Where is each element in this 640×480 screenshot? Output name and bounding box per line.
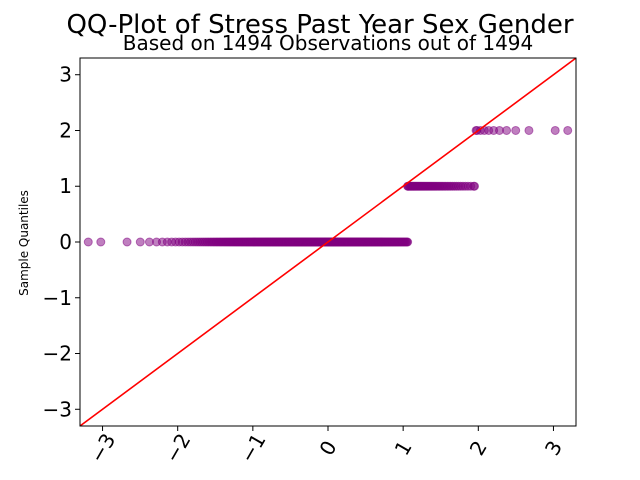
y-tick-label: 0 [59,230,72,254]
data-point [122,237,132,247]
data-point [563,125,573,135]
chart-subtitle: Based on 1494 Observations out of 1494 [123,31,534,55]
y-tick-label: 3 [59,63,72,87]
y-axis-label: Sample Quantiles [17,190,31,296]
y-tick-label: −3 [43,397,72,421]
x-tick-label: −1 [235,429,271,467]
data-point [403,237,413,247]
data-point [96,237,106,247]
x-tick-label: −2 [160,429,196,467]
data-point [511,125,521,135]
reference-line [80,58,576,426]
x-tick-label: −3 [85,429,121,467]
y-tick-label: 1 [59,174,72,198]
chart-title: QQ-Plot of Stress Past Year Sex Gender [66,10,573,40]
data-point [471,125,481,135]
y-tick-label: 2 [59,118,72,142]
data-point [550,125,560,135]
x-tick-label: 2 [465,436,492,459]
y-tick-label: −2 [43,342,72,366]
data-point [524,125,534,135]
data-point [470,181,480,191]
x-tick-label: 0 [314,436,341,459]
data-point [502,125,512,135]
data-point [83,237,93,247]
x-tick-label: 3 [540,436,567,459]
plot-area [80,58,576,426]
data-point [135,237,145,247]
x-tick-label: 1 [390,436,417,459]
axes: −3 −2 −1 0 1 2 3 −3 −2 −1 0 1 2 3 [43,57,577,467]
y-tick-label: −1 [43,286,72,310]
